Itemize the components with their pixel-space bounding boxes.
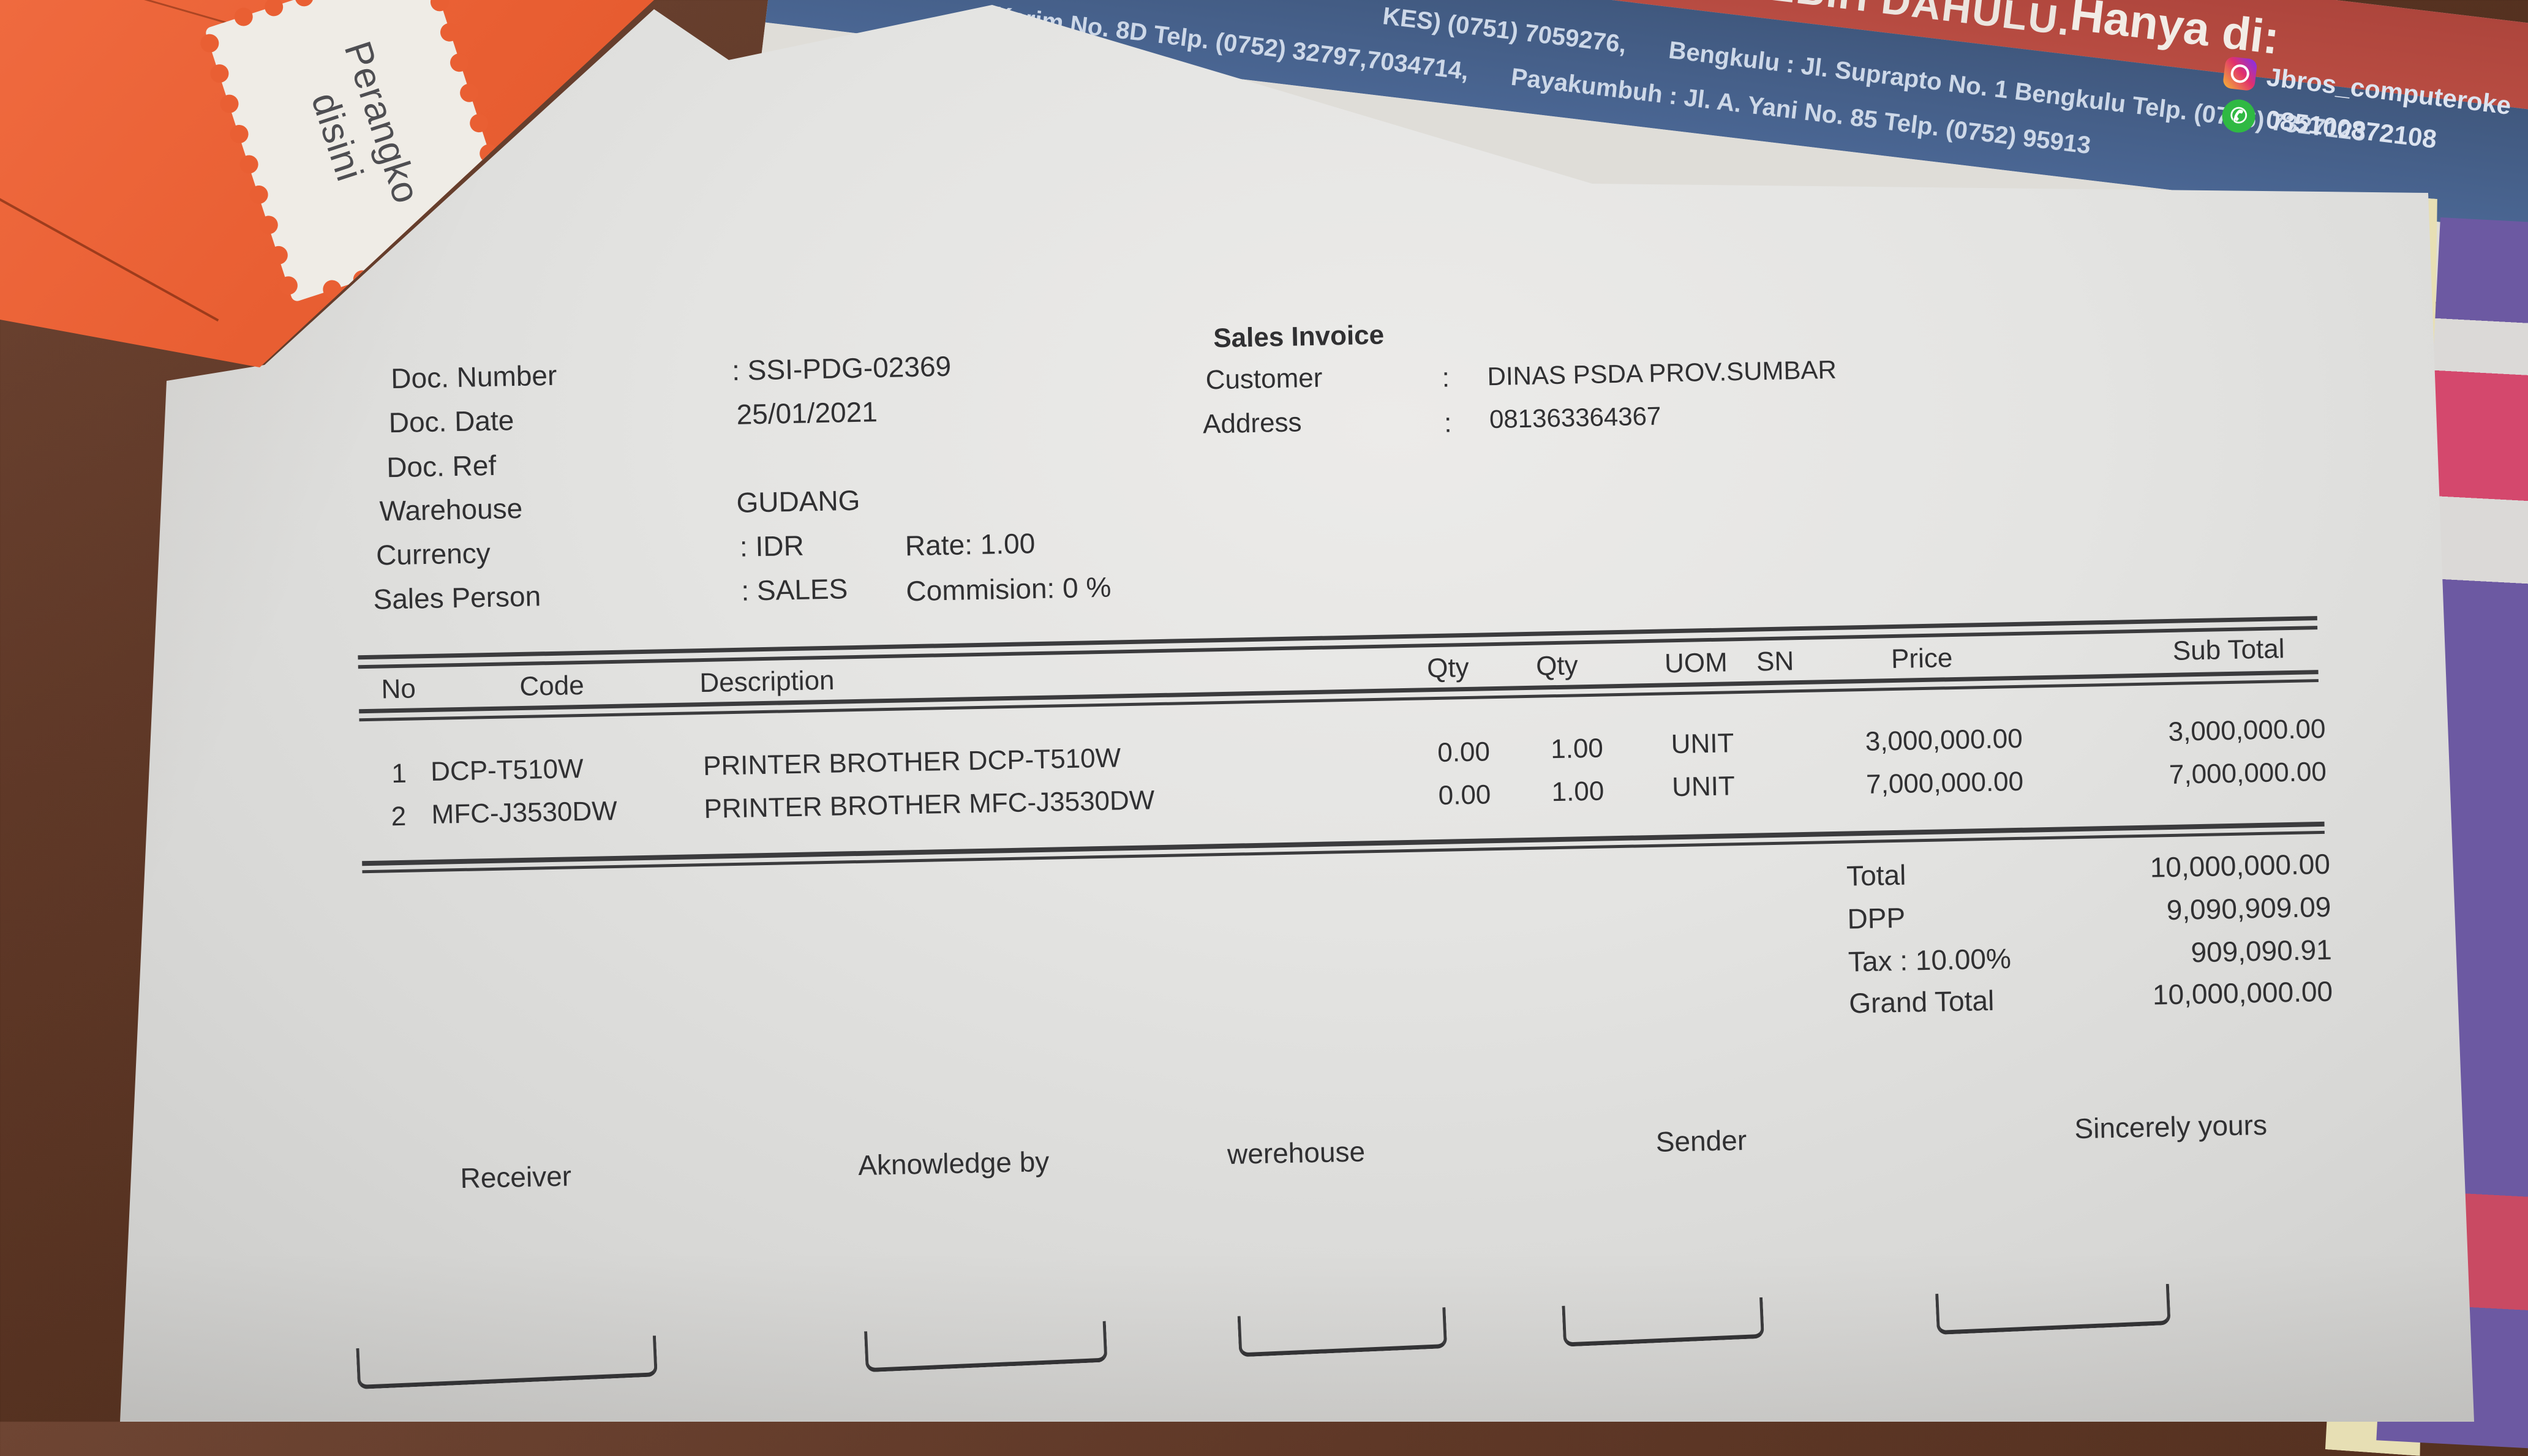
commission-value: Commision: 0 % bbox=[905, 571, 1112, 607]
doc-ref-label: Doc. Ref bbox=[386, 449, 497, 484]
doc-date-label: Doc. Date bbox=[388, 404, 514, 439]
signature-label-warehouse: werehouse bbox=[1227, 1135, 1366, 1170]
table-rule-top-2 bbox=[358, 626, 2318, 669]
col-header-no: No bbox=[381, 674, 416, 705]
dpp-label: DPP bbox=[1847, 901, 1906, 935]
address-separator: : bbox=[1443, 408, 1452, 438]
doc-date-value: 25/01/2021 bbox=[736, 396, 878, 430]
signature-label-receiver: Receiver bbox=[460, 1160, 572, 1195]
row1-no: 1 bbox=[391, 758, 407, 789]
table-rule-bottom-1 bbox=[362, 821, 2325, 866]
envelope-fold-line bbox=[0, 195, 219, 322]
stamp-text: Perangko disini bbox=[288, 36, 431, 224]
table-rule-header-2 bbox=[359, 679, 2319, 722]
row2-no: 2 bbox=[391, 801, 407, 832]
row2-code: MFC-J3530DW bbox=[431, 795, 618, 830]
signature-label-acknowledge: Aknowledge by bbox=[857, 1145, 1050, 1182]
grand-total-label: Grand Total bbox=[1848, 984, 1995, 1019]
col-header-uom: UOM bbox=[1664, 647, 1728, 679]
address-label: Address bbox=[1202, 407, 1302, 440]
instagram-icon bbox=[2222, 56, 2258, 92]
row1-uom: UNIT bbox=[1671, 728, 1734, 760]
doc-number-value: : SSI-PDG-02369 bbox=[731, 350, 952, 386]
row2-qty2: 1.00 bbox=[1551, 776, 1604, 808]
signature-line-sender bbox=[1562, 1297, 1764, 1347]
col-header-description: Description bbox=[699, 665, 835, 699]
rate-value: Rate: 1.00 bbox=[905, 527, 1036, 562]
sales-person-value: : SALES bbox=[740, 572, 848, 607]
col-header-qty1: Qty bbox=[1426, 652, 1470, 684]
row1-qty2: 1.00 bbox=[1550, 733, 1604, 765]
sales-person-label: Sales Person bbox=[373, 580, 541, 615]
row2-qty1: 0.00 bbox=[1438, 779, 1491, 811]
col-header-price: Price bbox=[1890, 643, 1953, 675]
table-rule-bottom-2 bbox=[362, 830, 2325, 874]
row2-uom: UNIT bbox=[1671, 771, 1736, 803]
grand-total-value: 10,000,000.00 bbox=[2152, 975, 2333, 1011]
signature-label-sender: Sender bbox=[1655, 1124, 1747, 1158]
table-rule-top-1 bbox=[358, 616, 2317, 660]
tax-label: Tax : 10.00% bbox=[1848, 942, 2012, 978]
row2-description: PRINTER BROTHER MFC-J3530DW bbox=[704, 785, 1155, 825]
doc-number-label: Doc. Number bbox=[390, 359, 557, 395]
warehouse-label: Warehouse bbox=[379, 492, 523, 527]
customer-value: DINAS PSDA PROV.SUMBAR bbox=[1487, 355, 1837, 391]
col-header-qty2: Qty bbox=[1535, 650, 1579, 681]
address-line1-left: KES) (0751) 7059276, bbox=[1381, 2, 1628, 59]
signature-line-warehouse bbox=[1237, 1307, 1448, 1357]
col-header-code: Code bbox=[519, 670, 585, 702]
customer-separator: : bbox=[1442, 362, 1450, 393]
row1-qty1: 0.00 bbox=[1437, 737, 1491, 768]
photo-of-sales-invoice: { "photo": { "envelope_stamp": {"line1":… bbox=[0, 0, 2528, 1422]
row1-subtotal: 3,000,000.00 bbox=[2168, 713, 2326, 747]
col-header-subtotal: Sub Total bbox=[2172, 634, 2285, 666]
row1-description: PRINTER BROTHER DCP-T510W bbox=[702, 743, 1121, 782]
row1-price: 3,000,000.00 bbox=[1865, 723, 2023, 757]
signature-label-sincerely: Sincerely yours bbox=[2074, 1108, 2268, 1145]
col-header-sn: SN bbox=[1756, 646, 1794, 677]
address-value: 081363364367 bbox=[1489, 401, 1661, 434]
warehouse-value: GUDANG bbox=[735, 484, 860, 519]
table-rule-header-1 bbox=[359, 670, 2319, 714]
whatsapp-icon: ✆ bbox=[2220, 97, 2257, 135]
dpp-value: 9,090,909.09 bbox=[2166, 890, 2331, 926]
customer-label: Customer bbox=[1205, 362, 1323, 396]
signature-line-sincerely bbox=[1935, 1283, 2171, 1335]
currency-value: : IDR bbox=[739, 529, 805, 563]
signature-line-acknowledge bbox=[864, 1321, 1108, 1373]
paper-shading bbox=[120, 5, 2474, 1422]
tax-value: 909,090.91 bbox=[2190, 933, 2333, 969]
invoice-title: Sales Invoice bbox=[1213, 320, 1385, 354]
row2-subtotal: 7,000,000.00 bbox=[2169, 756, 2327, 790]
total-label: Total bbox=[1846, 858, 1906, 892]
total-value: 10,000,000.00 bbox=[2150, 847, 2331, 884]
row1-code: DCP-T510W bbox=[430, 753, 584, 787]
signature-line-receiver bbox=[356, 1335, 658, 1390]
invoice-paper: Doc. Number : SSI-PDG-02369 Doc. Date 25… bbox=[120, 5, 2474, 1422]
row2-price: 7,000,000.00 bbox=[1865, 766, 2024, 800]
hanya-di-text: Hanya di: bbox=[2067, 0, 2282, 65]
currency-label: Currency bbox=[375, 536, 491, 571]
